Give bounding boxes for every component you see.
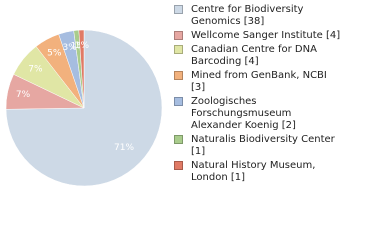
- slice-label: 5%: [47, 49, 62, 59]
- legend-swatch: [174, 5, 183, 14]
- legend-swatch: [174, 31, 183, 40]
- legend-item: Zoologisches Forschungsmuseum Alexander …: [174, 96, 374, 132]
- pie-slice: [78, 29, 85, 109]
- legend-label: Centre for Biodiversity Genomics [38]: [191, 4, 304, 27]
- legend-item: Mined from GenBank, NCBI [3]: [174, 70, 374, 94]
- legend-label: Canadian Centre for DNA Barcoding [4]: [191, 44, 317, 67]
- slice-label: 1%: [71, 41, 86, 51]
- slice-label: 7%: [28, 64, 43, 74]
- legend-item: Canadian Centre for DNA Barcoding [4]: [174, 44, 374, 68]
- slice-label: 7%: [16, 90, 31, 100]
- legend-swatch: [174, 97, 183, 106]
- legend: Centre for Biodiversity Genomics [38] Wel…: [174, 4, 374, 186]
- legend-item: Naturalis Biodiversity Center [1]: [174, 134, 374, 158]
- slice-label: 1%: [75, 41, 90, 51]
- legend-swatch: [174, 45, 183, 54]
- legend-label: Natural History Museum, London [1]: [191, 160, 316, 183]
- legend-item: Centre for Biodiversity Genomics [38]: [174, 4, 374, 28]
- pie-slice: [5, 29, 163, 187]
- legend-label: Naturalis Biodiversity Center [1]: [191, 134, 335, 157]
- legend-item: Natural History Museum, London [1]: [174, 160, 374, 184]
- legend-label: Zoologisches Forschungsmuseum Alexander …: [191, 96, 296, 131]
- legend-label: Wellcome Sanger Institute [4]: [191, 30, 341, 41]
- legend-label: Mined from GenBank, NCBI [3]: [191, 70, 327, 93]
- legend-item: Wellcome Sanger Institute [4]: [174, 30, 374, 42]
- slice-label: 3%: [63, 43, 78, 53]
- legend-swatch: [174, 161, 183, 170]
- legend-swatch: [174, 71, 183, 80]
- slice-label: 71%: [114, 143, 134, 153]
- pie: 71% 7% 7% 5%3%1%1%: [5, 29, 163, 187]
- legend-swatch: [174, 135, 183, 144]
